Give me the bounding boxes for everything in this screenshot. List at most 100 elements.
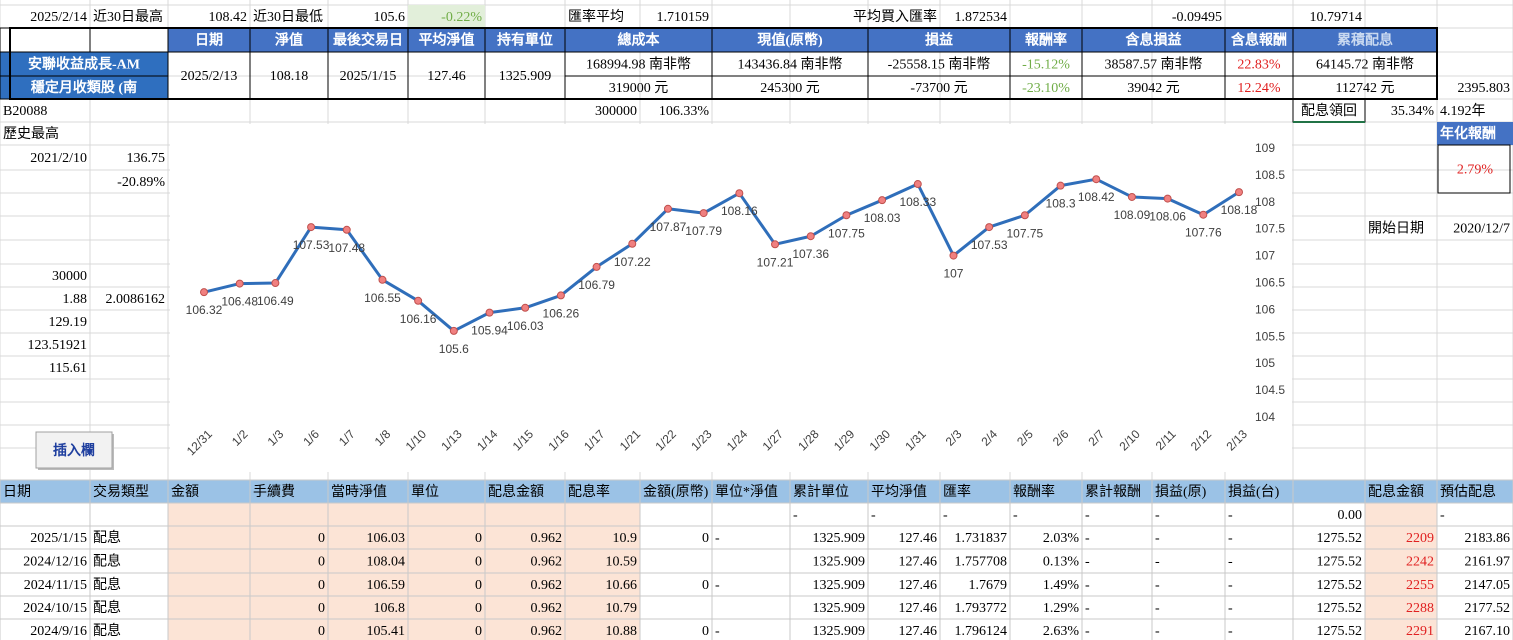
cell-text: 1.872534: [955, 10, 1008, 25]
table-header: 配息金額: [1368, 483, 1424, 500]
table-cell: 0: [318, 624, 325, 639]
table-cell: -: [1155, 508, 1160, 523]
cell-clip: 1.796124: [955, 624, 1008, 639]
table-cell: 0: [475, 624, 482, 639]
cell-clip: 127.46: [899, 555, 938, 570]
table-cell: -: [1440, 508, 1445, 523]
insert-column-button[interactable]: 插入欄: [35, 431, 114, 470]
data-point: [1020, 211, 1029, 220]
cell-border: [0, 27, 91, 53]
cell-clip: -20.89%: [117, 175, 165, 190]
cell-text: 10.79714: [1310, 10, 1363, 25]
data-label: 108.42: [1078, 190, 1115, 204]
table-cell: 2024/11/15: [24, 578, 87, 593]
table-cell: -: [1085, 601, 1090, 616]
cell-text: 39042 元: [1127, 81, 1180, 96]
table-cell: -: [715, 578, 720, 593]
cell-clip: 2025/1/15: [340, 69, 397, 84]
table-cell: -: [715, 531, 720, 546]
cell-clip: 累計報酬: [1085, 484, 1141, 500]
cell-clip: 1325.909: [813, 555, 866, 570]
cell-clip: 10.79: [606, 601, 638, 616]
cell-text: 淨值: [275, 32, 303, 49]
cell-clip: 127.46: [899, 624, 938, 639]
data-point: [485, 308, 494, 317]
cell-clip: 累積配息: [1337, 32, 1393, 49]
cell-clip: 0.00: [1338, 508, 1363, 523]
y-tick-label: 106.5: [1255, 276, 1285, 290]
table-cell: 0.00: [1338, 508, 1363, 523]
cell-clip: 近30日最高: [93, 8, 163, 25]
button-face: [35, 431, 113, 469]
cell-clip: -: [943, 508, 948, 523]
cell-clip: 1275.52: [1317, 578, 1363, 593]
table-cell: 2177.52: [1465, 601, 1511, 616]
cell-clip: 168994.98 南非幣: [586, 57, 691, 73]
cell-text: 2.79%: [1457, 163, 1494, 178]
cell-clip: 108.18: [270, 69, 309, 84]
table-header: 匯率: [943, 483, 971, 500]
y-tick-label: 109: [1255, 141, 1275, 155]
table-cell: 106.03: [367, 531, 406, 546]
cell-clip: 1.29%: [1043, 601, 1080, 616]
cell-clip: B20088: [3, 104, 47, 119]
data-point: [1235, 188, 1243, 197]
cell-clip: 0: [702, 624, 709, 639]
table-header: 預估配息: [1440, 483, 1496, 500]
cell-clip: 1325.909: [813, 624, 866, 639]
cell-text: 含息報酬: [1231, 32, 1287, 49]
cell-text: 115.61: [49, 361, 87, 376]
data-label: 107.22: [614, 255, 651, 269]
cell-clip: 39042 元: [1127, 81, 1180, 96]
table-cell: 2167.10: [1465, 624, 1511, 639]
table-header: 單位: [411, 484, 439, 500]
data-point: [521, 303, 530, 312]
table-cell: 0.962: [531, 555, 563, 570]
cell-clip: 2025/2/13: [181, 69, 238, 84]
cell-clip: 2288: [1406, 601, 1434, 616]
data-label: 107.75: [1007, 226, 1044, 240]
cell-clip: 配息: [93, 529, 121, 546]
cell-clip: 129.19: [49, 315, 88, 330]
y-tick-label: 105: [1255, 356, 1275, 370]
table-cell: 2025/1/15: [30, 531, 87, 546]
table-cell: 108.04: [367, 555, 406, 570]
table-cell: 1325.909: [813, 624, 866, 639]
table-header: 累計報酬: [1085, 484, 1141, 500]
data-label: 106.79: [578, 278, 615, 292]
cell-clip: -: [1228, 601, 1233, 616]
data-label: 107.75: [828, 226, 865, 240]
table-cell: 1.757708: [955, 555, 1008, 570]
y-tick-label: 104.5: [1255, 383, 1285, 397]
table-cell: 1275.52: [1317, 601, 1363, 616]
table-cell: 0: [475, 555, 482, 570]
table-cell: -: [1085, 555, 1090, 570]
cell-clip: 現值(原幣): [757, 32, 823, 49]
data-point: [878, 196, 887, 205]
table-cell: 配息: [93, 529, 121, 546]
cell-clip: 2025/1/15: [30, 531, 87, 546]
cell-clip: -: [793, 508, 798, 523]
data-label: 107: [943, 267, 963, 281]
cell-clip: -: [1155, 578, 1160, 593]
table-cell: 配息: [93, 599, 121, 616]
cell-clip: 預估配息: [1440, 483, 1496, 500]
cell-text: 匯率平均: [568, 8, 624, 25]
cell-clip: 1275.52: [1317, 624, 1363, 639]
cell-clip: 1325.909: [499, 69, 552, 84]
cell-clip: 金額: [171, 484, 199, 500]
cell-clip: 1325.909: [813, 601, 866, 616]
cell-clip: 2167.10: [1465, 624, 1511, 639]
data-label: 105.6: [439, 342, 469, 356]
cell-clip: 0: [475, 624, 482, 639]
data-point: [1163, 194, 1172, 203]
cell-clip: 0: [318, 531, 325, 546]
cell-clip: -: [1228, 531, 1233, 546]
y-tick-label: 107: [1255, 249, 1275, 263]
cell-clip: 2209: [1406, 531, 1434, 546]
cell-clip: 1.7679: [969, 578, 1008, 593]
cell-clip: 匯率平均: [568, 8, 624, 25]
cell-text: 136.75: [127, 151, 166, 166]
cell-text: 年化報酬: [1440, 125, 1496, 142]
cell-clip: 配息: [93, 576, 121, 593]
